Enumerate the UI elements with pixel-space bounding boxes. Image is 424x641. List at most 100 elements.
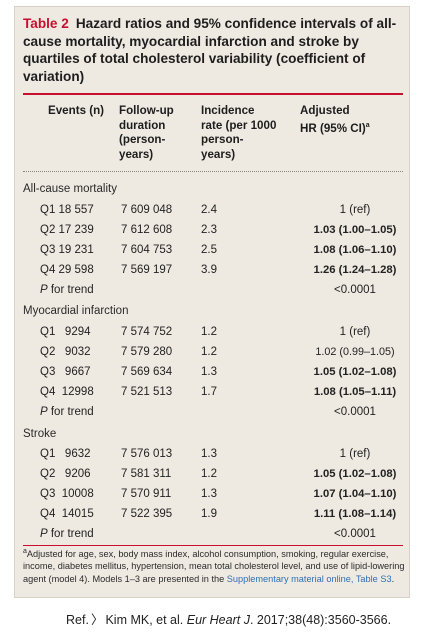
cell-events: Q2 9032	[40, 346, 91, 358]
trend-text: for trend	[47, 528, 94, 540]
header-followup-line: duration	[119, 118, 166, 132]
cell-incidence: 3.9	[201, 264, 217, 276]
footnote-sup: a	[23, 547, 27, 555]
cell-followup: 7 604 753	[121, 244, 173, 256]
reference-citation: . 2017;38(48):3560-3566.	[249, 613, 392, 627]
cell-incidence: 1.3	[201, 488, 217, 500]
trend-text: for trend	[47, 406, 94, 418]
header-events: Events (n)	[48, 104, 105, 117]
table-row: Q2 17 239 7 612 608 2.3 1.03 (1.00–1.05)	[15, 224, 409, 244]
cell-incidence: 1.3	[201, 448, 217, 460]
cell-incidence: 2.3	[201, 224, 217, 236]
table-row: Q1 9632 7 576 013 1.3 1 (ref)	[15, 448, 409, 468]
cell-events: Q4 29 598	[40, 264, 94, 276]
header-followup: Follow-up duration (person- years)	[119, 104, 174, 162]
header-incidence-line: rate (per 1000	[201, 118, 277, 132]
table-row: Q4 14015 7 522 395 1.9 1.11 (1.08–1.14)	[15, 508, 409, 528]
cell-hr: 1.05 (1.02–1.08)	[313, 366, 397, 378]
table-row: Q2 9206 7 581 311 1.2 1.05 (1.02–1.08)	[15, 468, 409, 488]
cell-events: Q4 14015	[40, 508, 94, 520]
table-row: Q4 29 598 7 569 197 3.9 1.26 (1.24–1.28)	[15, 264, 409, 284]
cell-events: Q1 9632	[40, 448, 91, 460]
cell-incidence: 1.2	[201, 326, 217, 338]
cell-followup: 7 569 197	[121, 264, 173, 276]
cell-followup: 7 581 311	[121, 468, 172, 480]
cell-events: Q3 10008	[40, 488, 94, 500]
cell-followup: 7 521 513	[121, 386, 173, 398]
cell-incidence: 1.2	[201, 468, 217, 480]
trend-value: <0.0001	[334, 284, 376, 296]
cell-hr: 1.02 (0.99–1.05)	[315, 346, 395, 358]
table-number: Table 2	[23, 16, 69, 31]
table-row: Q3 9667 7 569 634 1.3 1.05 (1.02–1.08)	[15, 366, 409, 386]
header-incidence-line: Incidence	[201, 104, 255, 117]
cell-followup: 7 609 048	[121, 204, 173, 216]
header-incidence-line: years)	[201, 147, 236, 161]
trend-row: P for trend <0.0001	[15, 406, 409, 426]
header-incidence: Incidence rate (per 1000 person- years)	[201, 104, 276, 162]
cell-hr: 1.11 (1.08–1.14)	[313, 508, 397, 520]
chevron-right-icon: 〉	[90, 613, 104, 627]
cell-hr: 1 (ref)	[339, 448, 371, 460]
reference-line: Ref. 〉 Kim MK, et al. Eur Heart J. 2017;38…	[66, 609, 391, 628]
cell-hr: 1.08 (1.06–1.10)	[313, 244, 397, 256]
header-hr-sup: a	[365, 121, 370, 129]
header-hr-line: Adjusted	[300, 104, 350, 117]
trend-value: <0.0001	[334, 406, 376, 418]
reference-authors: Kim MK, et al.	[105, 613, 187, 627]
cell-events: Q2 17 239	[40, 224, 94, 236]
header-followup-line: (person-	[119, 133, 166, 147]
cell-hr: 1 (ref)	[339, 326, 371, 338]
table-row: Q2 9032 7 579 280 1.2 1.02 (0.99–1.05)	[15, 346, 409, 366]
cell-followup: 7 570 911	[121, 488, 172, 500]
reference-prefix: Ref.	[66, 613, 89, 627]
cell-hr: 1.08 (1.05–1.11)	[313, 386, 397, 398]
table-caption: Hazard ratios and 95% confidence interva…	[23, 16, 397, 84]
table-card: Table 2 Hazard ratios and 95% confidence …	[14, 6, 410, 598]
trend-row: P for trend <0.0001	[15, 528, 409, 548]
table-row: Q4 12998 7 521 513 1.7 1.08 (1.05–1.11)	[15, 386, 409, 406]
section-all-cause-mortality: All-cause mortality	[23, 183, 117, 195]
table-row: Q3 10008 7 570 911 1.3 1.07 (1.04–1.10)	[15, 488, 409, 508]
cell-events: Q1 18 557	[40, 204, 94, 216]
cell-hr: 1 (ref)	[339, 204, 371, 216]
table-title: Table 2 Hazard ratios and 95% confidence …	[23, 15, 405, 85]
cell-incidence: 2.4	[201, 204, 217, 216]
cell-incidence: 1.7	[201, 386, 217, 398]
cell-incidence: 1.2	[201, 346, 217, 358]
trend-row: P for trend <0.0001	[15, 284, 409, 304]
cell-events: Q4 12998	[40, 386, 94, 398]
footnote-text: Adjusted for age, sex, body mass index, …	[23, 549, 405, 584]
cell-incidence: 1.9	[201, 508, 217, 520]
cell-events: Q1 9294	[40, 326, 91, 338]
cell-hr: 1.05 (1.02–1.08)	[313, 468, 397, 480]
table-row: Q1 18 557 7 609 048 2.4 1 (ref)	[15, 204, 409, 224]
section-stroke: Stroke	[23, 428, 57, 440]
trend-value: <0.0001	[334, 528, 376, 540]
cell-followup: 7 576 013	[121, 448, 173, 460]
cell-incidence: 1.3	[201, 366, 217, 378]
header-followup-line: years)	[119, 147, 154, 161]
cell-hr: 1.07 (1.04–1.10)	[313, 488, 397, 500]
cell-hr: 1.26 (1.24–1.28)	[313, 264, 397, 276]
supplementary-link[interactable]: Supplementary material online, Table S3	[226, 573, 392, 584]
trend-label: P for trend	[40, 528, 94, 540]
cell-events: Q3 9667	[40, 366, 91, 378]
cell-events: Q2 9206	[40, 468, 91, 480]
header-hr-line: HR (95% CI)a	[300, 119, 370, 136]
header-incidence-line: person-	[201, 133, 244, 147]
trend-p: P	[40, 528, 48, 540]
section-myocardial-infarction: Myocardial infarction	[23, 305, 129, 317]
cell-followup: 7 569 634	[121, 366, 173, 378]
title-rule	[23, 93, 403, 95]
trend-label: P for trend	[40, 284, 94, 296]
cell-followup: 7 574 752	[121, 326, 173, 338]
cell-hr: 1.03 (1.00–1.05)	[313, 224, 397, 236]
header-rule	[23, 171, 403, 172]
cell-followup: 7 579 280	[121, 346, 173, 358]
cell-incidence: 2.5	[201, 244, 217, 256]
reference-journal: Eur Heart J	[186, 613, 250, 627]
trend-p: P	[40, 284, 48, 296]
footer-rule	[23, 545, 403, 546]
trend-label: P for trend	[40, 406, 94, 418]
